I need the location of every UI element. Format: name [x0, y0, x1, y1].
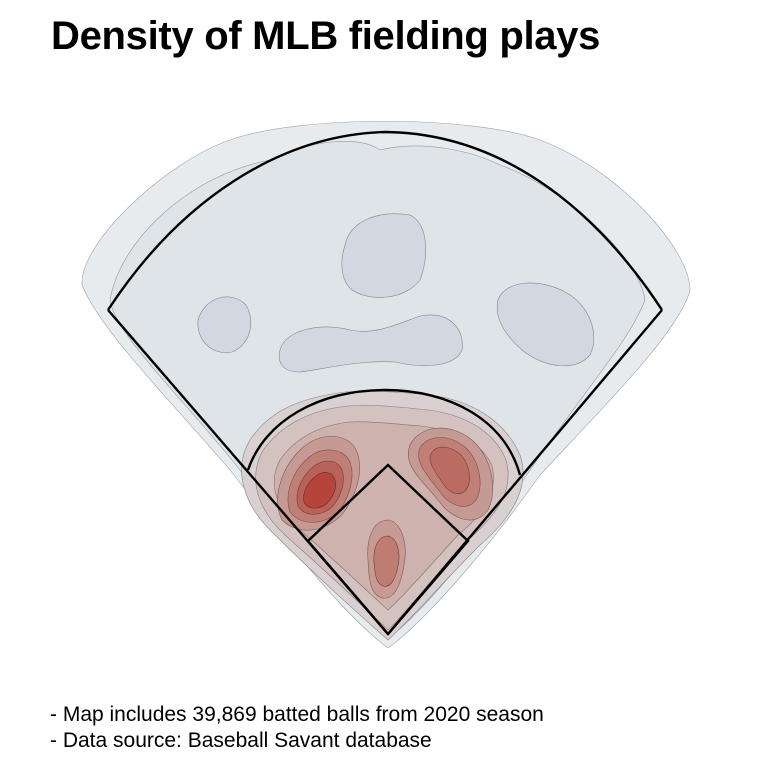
- density-hotspot-home-2: [373, 535, 400, 587]
- density-blob-right: [496, 282, 595, 367]
- density-blob-left: [197, 296, 252, 353]
- outfield-fence: [106, 130, 664, 311]
- infield-arc: [246, 388, 522, 476]
- density-blob-center: [341, 213, 427, 298]
- field-lines: [106, 130, 664, 636]
- caption: - Map includes 39,869 batted balls from …: [50, 702, 544, 754]
- density-blob-shallow: [278, 314, 463, 373]
- chart-title: Density of MLB fielding plays: [51, 14, 601, 58]
- density-hotspot-left-4: [303, 472, 336, 509]
- density-hotspot-right-3: [429, 446, 470, 494]
- caption-line-1: - Map includes 39,869 batted balls from …: [50, 703, 544, 726]
- caption-line-2: - Data source: Baseball Savant database: [50, 729, 432, 752]
- infield-diamond: [306, 463, 470, 636]
